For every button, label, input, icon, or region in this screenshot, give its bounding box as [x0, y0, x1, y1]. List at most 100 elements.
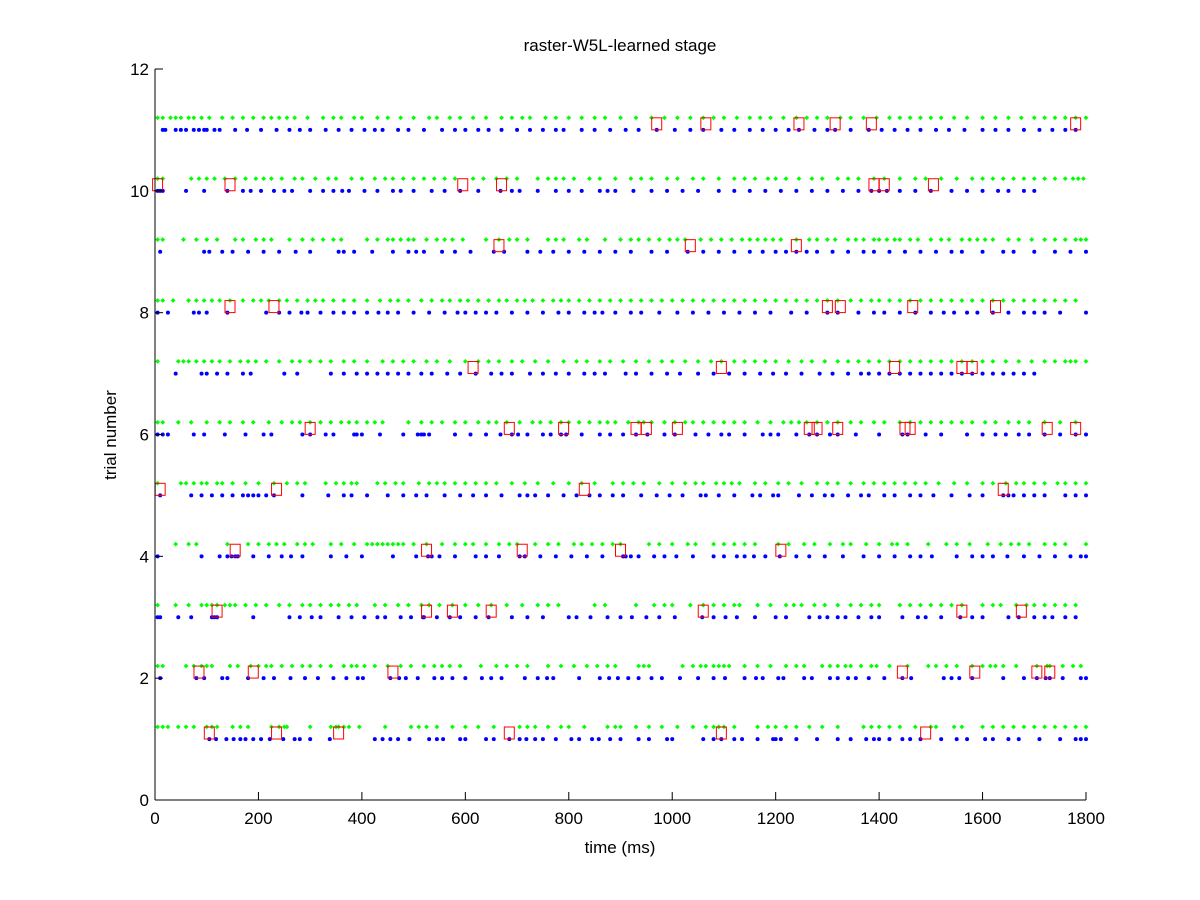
spike-dot: [1001, 371, 1006, 376]
spike-dot: [696, 676, 701, 681]
spike-dot: [535, 676, 540, 681]
spike-diamond: [421, 663, 427, 669]
spike-dot: [747, 249, 752, 254]
spike-diamond: [354, 602, 360, 608]
spike-diamond: [599, 541, 605, 547]
spike-diamond: [1006, 115, 1011, 121]
spike-dot: [607, 676, 612, 681]
spike-dot: [341, 493, 346, 498]
spike-dot: [1011, 371, 1016, 376]
event-square: [671, 421, 683, 435]
spike-diamond: [232, 602, 238, 608]
spike-diamond: [612, 724, 618, 730]
event-square: [516, 543, 528, 557]
spike-diamond: [711, 602, 716, 608]
spike-diamond: [204, 480, 210, 486]
spike-dot: [419, 371, 424, 376]
spike-dot: [696, 188, 701, 193]
spike-diamond: [168, 115, 173, 121]
spike-diamond: [667, 237, 673, 242]
spike-diamond: [990, 480, 996, 486]
spike-diamond: [155, 298, 160, 303]
spike-diamond: [711, 663, 716, 669]
spike-diamond: [897, 237, 903, 242]
spike-diamond: [889, 541, 895, 547]
spike-dot: [877, 371, 882, 376]
spike-dot: [908, 737, 913, 742]
spike-dot: [856, 188, 861, 193]
spike-dot: [380, 737, 385, 742]
spike-diamond: [462, 480, 468, 486]
spike-diamond: [721, 480, 727, 486]
spike-diamond: [928, 602, 934, 608]
spike-dot: [909, 676, 914, 681]
spike-dot: [634, 371, 639, 376]
y-tick-label: 12: [130, 60, 149, 79]
event-square: [485, 604, 497, 618]
event-square: [496, 178, 508, 192]
spike-dot: [1058, 310, 1063, 315]
series-dot: [155, 127, 1088, 742]
spike-diamond: [186, 115, 192, 121]
spike-dot: [760, 249, 765, 254]
spike-diamond: [406, 419, 411, 425]
event-square: [271, 726, 283, 740]
spike-diamond: [594, 663, 600, 669]
spike-dot: [742, 554, 747, 559]
spike-diamond: [628, 176, 634, 182]
spike-dot: [309, 615, 314, 620]
spike-diamond: [364, 541, 370, 547]
spike-dot: [597, 188, 602, 193]
spike-diamond: [700, 480, 706, 486]
spike-diamond: [884, 237, 890, 242]
spike-dot: [732, 493, 737, 498]
spike-diamond: [452, 541, 458, 547]
spike-diamond: [328, 663, 334, 669]
spike-dot: [755, 737, 760, 742]
spike-dot: [846, 493, 851, 498]
spike-diamond: [535, 602, 541, 608]
spike-diamond: [382, 724, 388, 730]
spike-diamond: [1008, 541, 1014, 547]
spike-diamond: [509, 115, 515, 121]
event-square: [193, 665, 205, 679]
spike-diamond: [338, 115, 344, 121]
event-square: [203, 726, 215, 740]
spike-diamond: [987, 663, 993, 669]
spike-dot: [189, 615, 194, 620]
spike-diamond: [571, 663, 577, 669]
spike-dot: [390, 249, 395, 254]
spike-diamond: [1052, 298, 1058, 303]
spike-dot: [499, 127, 504, 132]
spike-dot: [553, 188, 558, 193]
spike-diamond: [496, 298, 502, 303]
spike-dot: [362, 615, 367, 620]
spike-dot: [427, 737, 432, 742]
spike-diamond: [338, 541, 344, 547]
spike-diamond: [783, 176, 789, 182]
spike-diamond: [429, 419, 435, 425]
spike-dot: [646, 737, 651, 742]
spike-diamond: [980, 115, 985, 121]
spike-dot: [202, 432, 207, 437]
spike-diamond: [201, 359, 207, 364]
spike-diamond: [390, 237, 396, 242]
spike-dot: [261, 249, 266, 254]
spike-dot: [1078, 554, 1083, 559]
spike-diamond: [840, 541, 846, 547]
spike-dot: [326, 493, 331, 498]
spike-diamond: [742, 419, 748, 425]
spike-diamond: [1031, 724, 1037, 730]
spike-diamond: [439, 419, 445, 425]
spike-dot: [649, 188, 654, 193]
spike-dot: [613, 188, 618, 193]
spike-diamond: [284, 724, 290, 730]
spike-dot: [1032, 493, 1037, 498]
spike-diamond: [243, 176, 248, 182]
spike-diamond: [486, 419, 492, 425]
spike-dot: [954, 737, 959, 742]
spike-diamond: [261, 115, 267, 121]
spike-diamond: [693, 541, 698, 547]
spike-diamond: [597, 176, 603, 182]
spike-diamond: [1013, 480, 1019, 486]
